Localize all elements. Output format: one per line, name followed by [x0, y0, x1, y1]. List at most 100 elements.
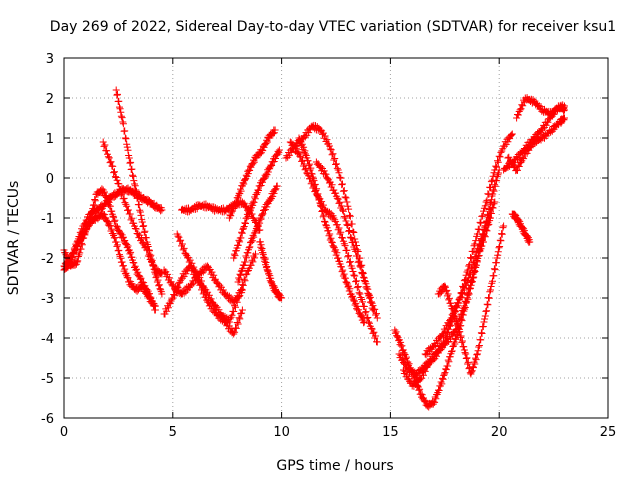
data-point [460, 286, 468, 294]
data-point [333, 194, 341, 202]
data-point [330, 214, 338, 222]
data-point [346, 258, 353, 266]
data-point [171, 292, 178, 300]
data-point [450, 308, 458, 316]
y-tick-label: 0 [46, 172, 54, 187]
data-point [453, 304, 461, 312]
data-point [146, 247, 153, 255]
data-point [241, 258, 249, 266]
data-point [445, 320, 453, 328]
data-point [494, 251, 502, 259]
data-point [111, 234, 119, 242]
data-point [115, 180, 123, 188]
data-point [504, 138, 512, 146]
data-point [461, 349, 469, 357]
data-point [117, 186, 125, 194]
data-point [397, 338, 405, 346]
data-point [471, 360, 479, 368]
data-point [313, 191, 321, 199]
data-point [245, 244, 253, 252]
data-point [117, 229, 125, 237]
data-point [472, 356, 480, 364]
data-point [238, 281, 246, 289]
data-point [464, 291, 472, 299]
data-point [212, 278, 220, 286]
data-point [233, 298, 241, 306]
data-point [486, 288, 494, 296]
data-point [155, 282, 163, 290]
data-point [516, 106, 524, 114]
data-point [488, 176, 496, 184]
data-point [451, 312, 459, 320]
data-point [484, 190, 492, 198]
data-point [198, 277, 205, 285]
data-point [324, 227, 332, 235]
data-point [448, 332, 456, 340]
data-point [147, 251, 155, 259]
data-point [429, 355, 437, 363]
data-point [139, 239, 147, 247]
data-point [467, 270, 474, 278]
data-point [240, 262, 248, 269]
data-point [334, 195, 342, 203]
data-point [228, 311, 236, 319]
data-point [301, 147, 309, 155]
data-point [319, 129, 327, 137]
data-point [481, 202, 489, 210]
data-point [158, 290, 166, 298]
data-point [274, 147, 282, 155]
data-point [336, 230, 344, 238]
data-point [561, 106, 568, 114]
data-point [446, 353, 454, 361]
data-point [204, 288, 212, 296]
data-point [339, 187, 347, 195]
data-point [266, 163, 274, 171]
data-point [71, 247, 79, 255]
data-point [372, 332, 380, 340]
data-point [485, 213, 493, 221]
data-point [479, 212, 487, 220]
data-point [149, 262, 157, 270]
data-point [327, 234, 335, 242]
data-point [490, 272, 498, 280]
data-point [475, 342, 483, 349]
data-point [111, 173, 119, 181]
data-point [251, 195, 259, 203]
data-point [114, 241, 121, 249]
data-point [498, 230, 506, 238]
data-point [339, 266, 347, 274]
series-track [504, 114, 568, 175]
axis-ticks: 0 5 10 15 20 25 -6 -5 -4 -3 -2 -1 0 1 2 3 [41, 52, 616, 440]
data-point [333, 164, 341, 172]
data-point [443, 324, 451, 332]
data-point [356, 290, 364, 298]
data-point [257, 182, 265, 189]
data-point [457, 332, 465, 340]
x-tick-label: 15 [382, 425, 399, 440]
data-point [400, 366, 407, 374]
data-point [498, 230, 506, 238]
data-point [449, 305, 457, 313]
data-point [480, 231, 487, 239]
data-point [214, 280, 222, 288]
data-point [113, 91, 121, 99]
data-point [340, 213, 348, 221]
data-point [340, 270, 348, 278]
data-point [178, 240, 186, 248]
data-point [477, 235, 485, 242]
data-point [358, 312, 366, 320]
data-point [123, 143, 131, 151]
data-point [398, 342, 406, 350]
data-point [341, 193, 349, 201]
data-point [373, 338, 381, 346]
data-point [231, 328, 239, 336]
data-point [443, 286, 451, 294]
data-point [341, 274, 349, 282]
data-point [321, 217, 328, 225]
data-point [271, 186, 279, 194]
data-point [78, 234, 86, 242]
data-point [462, 355, 470, 362]
data-point [211, 302, 219, 309]
data-point [208, 268, 216, 276]
data-point [362, 308, 370, 316]
